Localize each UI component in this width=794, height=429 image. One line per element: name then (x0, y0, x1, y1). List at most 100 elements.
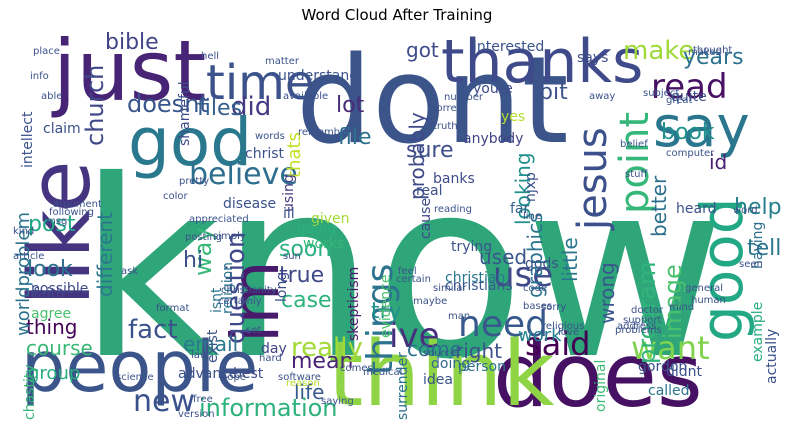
word-40: file (338, 125, 372, 150)
word-127: stuff (625, 169, 648, 180)
word-94: didnt (666, 364, 703, 380)
word-167: love (558, 327, 579, 338)
word-13: jesus (570, 127, 616, 230)
word-27: fact (128, 315, 178, 345)
word-39: lot (336, 93, 365, 118)
word-87: long (274, 271, 290, 302)
word-29: mean (291, 349, 354, 374)
word-125: certainly (218, 296, 262, 307)
word-157: computer (666, 148, 715, 159)
word-72: thats (284, 132, 305, 178)
word-19: did (231, 92, 272, 122)
word-133: msg (46, 216, 68, 227)
word-184: appreciated (189, 214, 249, 225)
word-46: post (28, 212, 76, 237)
word-161: general (685, 283, 724, 294)
word-183: place (33, 46, 60, 57)
word-153: belief (620, 139, 648, 150)
word-21: make (623, 36, 695, 66)
word-142: hope (221, 372, 246, 383)
word-77: actually (764, 328, 780, 384)
word-189: pretty (179, 176, 210, 187)
word-106: given (311, 211, 350, 227)
word-33: church (81, 64, 109, 146)
word-121: christ (245, 146, 284, 162)
word-146: words (255, 131, 285, 142)
word-111: exist (205, 329, 221, 363)
word-151: truth (433, 121, 458, 132)
word-136: idea (423, 372, 453, 388)
word-96: trying (451, 239, 493, 255)
word-123: simply (213, 231, 246, 242)
word-2: people (21, 326, 259, 408)
word-159: seen (739, 259, 763, 270)
word-100: anybody (463, 131, 524, 147)
word-85: possible (31, 281, 89, 297)
word-86: day (261, 341, 287, 357)
word-114: interested (473, 39, 545, 55)
word-177: sorry (541, 302, 567, 313)
word-152: subject (643, 88, 680, 99)
word-104: cause (418, 197, 434, 239)
word-182: color (163, 191, 188, 202)
word-174: reading (434, 204, 472, 215)
word-91: original (593, 359, 609, 412)
word-9: time (206, 55, 315, 111)
word-112: chastity (22, 364, 38, 420)
word-102: banks (433, 171, 475, 187)
word-149: number (444, 92, 484, 103)
word-169: certain (396, 274, 431, 285)
word-126: christianity (221, 285, 277, 296)
word-107: ill (283, 206, 295, 222)
word-147: matter (265, 56, 299, 67)
word-57: life (294, 380, 325, 404)
word-148: remember (298, 127, 351, 138)
word-144: version (178, 409, 215, 420)
word-141: hard (259, 353, 282, 364)
word-137: source (423, 348, 457, 359)
word-83: faith (33, 286, 65, 302)
word-45: tell (747, 236, 782, 261)
word-54: email (183, 332, 239, 356)
word-138: saying (321, 396, 354, 407)
word-173: line (523, 211, 542, 222)
word-64: wrong (595, 262, 619, 324)
word-58: come (407, 337, 463, 361)
word-23: want (631, 329, 710, 367)
word-101: yes (501, 109, 526, 125)
word-95: evidence (378, 274, 394, 338)
word-108: going (297, 221, 337, 237)
word-131: following (49, 207, 94, 218)
word-120: claim (43, 121, 81, 137)
word-129: info (30, 71, 49, 82)
word-17: need (458, 304, 548, 345)
word-158: word (733, 205, 758, 216)
word-68: better (647, 175, 671, 237)
word-180: article (13, 251, 45, 262)
word-186: set (246, 325, 262, 336)
word-118: intellect (20, 111, 36, 168)
word-26: new (133, 384, 196, 419)
word-60: work (518, 325, 562, 346)
word-66: used (479, 245, 528, 269)
word-7: god (128, 104, 253, 181)
word-156: great (666, 95, 693, 106)
word-185: format (156, 303, 190, 314)
word-166: problems (615, 325, 662, 336)
word-56: group (28, 363, 81, 384)
word-187: law (191, 350, 209, 361)
word-190: sun (283, 251, 301, 262)
word-98: far (510, 201, 530, 217)
word-55: course (26, 336, 93, 360)
word-124: posting (185, 232, 223, 243)
word-0: know (78, 128, 726, 413)
word-179: kind (13, 226, 35, 237)
word-119: youre (473, 81, 513, 97)
word-191: available (283, 91, 329, 102)
word-109: works (303, 236, 345, 252)
word-59: right (455, 339, 502, 363)
word-43: help (734, 195, 782, 220)
word-122: disease (223, 196, 277, 212)
word-49: soon (279, 237, 332, 262)
word-171: similar (433, 283, 467, 294)
